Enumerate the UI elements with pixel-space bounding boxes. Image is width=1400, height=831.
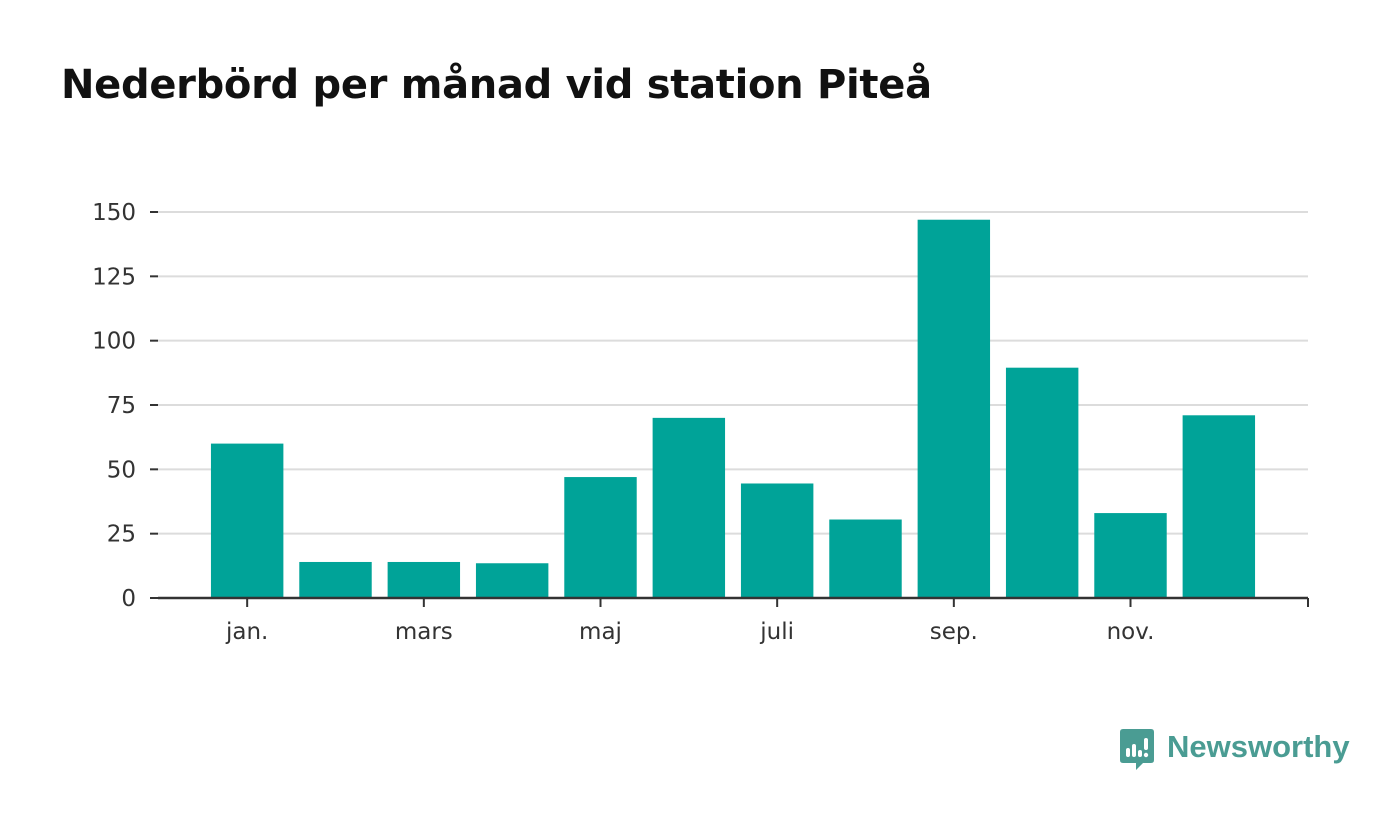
x-tick-label: mars [395,619,453,645]
y-tick-label: 150 [92,200,136,226]
chart-title: Nederbörd per månad vid station Piteå [61,62,932,108]
bar-9 [1005,367,1079,598]
bar-4 [564,477,637,598]
x-tick-label: juli [759,619,794,645]
x-axis: jan. mars maj juli sep. nov. [158,596,1309,645]
bar-3 [475,563,549,598]
bar-8 [917,219,991,598]
bar-7 [829,519,902,598]
bar-11 [1182,415,1256,598]
x-tick-label: maj [579,619,622,645]
bars [210,219,1256,598]
y-tick-label: 125 [92,264,136,290]
x-tick-label: jan. [225,619,268,645]
bar-2 [387,561,461,598]
y-tick-label: 75 [107,393,136,419]
bar-5 [652,417,726,598]
bar-1 [299,561,372,598]
x-tick-label: nov. [1107,619,1155,645]
newsworthy-logo-icon [1120,729,1154,770]
y-tick-label: 0 [121,586,136,612]
y-axis-ticks: 0 25 50 75 100 125 150 [92,200,158,612]
bar-6 [740,483,814,598]
grid-lines [158,211,1308,535]
y-tick-label: 50 [107,457,136,483]
y-tick-label: 25 [107,522,136,548]
y-tick-label: 100 [92,329,136,355]
bar-0 [210,443,284,598]
bar-10 [1094,513,1167,598]
brand-name: Newsworthy [1167,729,1350,764]
brand-logo: Newsworthy [1119,728,1350,772]
x-tick-label: sep. [930,619,978,645]
